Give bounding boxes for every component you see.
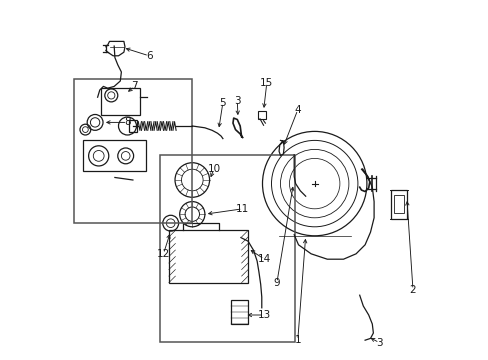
Bar (393, 195, 403, 213)
Text: 3: 3 (375, 338, 382, 348)
Text: 9: 9 (273, 278, 280, 288)
Text: 1: 1 (294, 335, 301, 345)
Bar (168, 230, 247, 283)
Text: 13: 13 (257, 310, 270, 320)
Text: 7: 7 (131, 81, 138, 91)
Bar (129, 120, 137, 132)
Bar (258, 111, 265, 119)
Text: 5: 5 (219, 98, 226, 108)
Text: 11: 11 (236, 204, 249, 214)
Bar (73, 79, 192, 223)
Text: 2: 2 (409, 285, 415, 295)
Bar (390, 190, 406, 219)
Text: 4: 4 (294, 105, 301, 115)
Bar (82, 140, 145, 171)
Text: 10: 10 (207, 164, 220, 174)
Bar (230, 300, 247, 324)
Text: 3: 3 (234, 96, 240, 106)
Text: 6: 6 (145, 51, 152, 61)
Bar (160, 155, 294, 342)
Text: 15: 15 (260, 78, 273, 88)
Text: 14: 14 (257, 254, 270, 264)
Text: 8: 8 (124, 117, 131, 127)
Text: 12: 12 (157, 249, 170, 259)
Bar (101, 88, 140, 115)
